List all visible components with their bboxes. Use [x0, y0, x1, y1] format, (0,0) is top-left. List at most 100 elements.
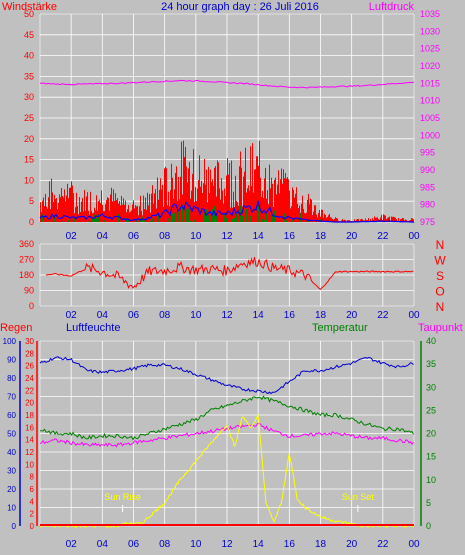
- rain-tick-label: 22: [25, 386, 34, 395]
- wind-tick-label: 50: [24, 9, 34, 19]
- x-tick-label: 20: [346, 539, 358, 550]
- humidity-tick-label: 50: [7, 430, 16, 439]
- humidity-tick-label: 10: [7, 504, 16, 513]
- pressure-tick-label: 1030: [420, 26, 440, 36]
- direction-tick-label: 90: [24, 286, 34, 296]
- rain-tick-label: 20: [25, 399, 34, 408]
- humidity-tick-label: 80: [7, 374, 16, 383]
- compass-label: O: [435, 285, 444, 299]
- x-tick-label: 22: [377, 310, 389, 321]
- x-tick-label: 06: [128, 310, 140, 321]
- rain-tick-label: 16: [25, 423, 34, 432]
- humidity-tick-label: 20: [7, 485, 16, 494]
- pressure-tick-label: 1010: [420, 96, 440, 106]
- x-tick-label: 12: [221, 310, 233, 321]
- x-tick-label: 04: [97, 310, 109, 321]
- x-tick-label: 00: [408, 310, 420, 321]
- regen-label: Regen: [0, 322, 32, 334]
- wind-tick-label: 35: [24, 71, 34, 81]
- direction-tick-label: 360: [19, 239, 34, 249]
- dewpoint-line: [39, 422, 414, 448]
- pressure-line: [39, 79, 415, 89]
- x-tick-label: 14: [253, 539, 265, 550]
- taupunkt-label: Taupunkt: [418, 322, 463, 334]
- x-tick-label: 08: [159, 231, 171, 242]
- rain-tick-label: 18: [25, 411, 34, 420]
- wind-tick-label: 30: [24, 92, 34, 102]
- humidity-tick-label: 40: [7, 448, 16, 457]
- wind-tick-label: 20: [24, 134, 34, 144]
- windstaerke-label: Windstärke: [2, 1, 57, 13]
- wind-tick-label: 25: [24, 113, 34, 123]
- pressure-tick-label: 995: [420, 148, 435, 158]
- temp-tick-label: 0: [426, 521, 431, 531]
- x-tick-label: 12: [221, 231, 233, 242]
- rain-tick-label: 12: [25, 448, 34, 457]
- humidity-tick-label: 90: [7, 356, 16, 365]
- wind-tick-label: 45: [24, 30, 34, 40]
- rain-tick-label: 4: [30, 497, 35, 506]
- wind-tick-label: 10: [24, 175, 34, 185]
- humidity-tick-label: 70: [7, 393, 16, 402]
- humidity-tick-label: 30: [7, 467, 16, 476]
- pressure-tick-label: 1025: [420, 44, 440, 54]
- temp-tick-label: 5: [426, 498, 431, 508]
- sunset-label: Sun Set: [342, 492, 375, 502]
- temp-tick-label: 15: [426, 452, 436, 462]
- temp-tick-label: 10: [426, 475, 436, 485]
- x-tick-label: 02: [66, 231, 78, 242]
- x-tick-label: 22: [377, 539, 389, 550]
- x-tick-label: 08: [159, 310, 171, 321]
- direction-tick-label: 270: [19, 255, 34, 265]
- x-tick-label: 08: [159, 539, 171, 550]
- temperature-line: [40, 395, 414, 441]
- direction-tick-label: 180: [19, 270, 34, 280]
- rain-tick-label: 26: [25, 362, 34, 371]
- x-tick-label: 18: [315, 310, 327, 321]
- rain-tick-label: 10: [25, 460, 34, 469]
- x-tick-label: 00: [408, 231, 420, 242]
- wind-tick-label: 5: [29, 196, 34, 206]
- temp-tick-label: 40: [426, 336, 436, 346]
- direction-line: [45, 257, 414, 290]
- rain-tick-label: 14: [25, 436, 34, 445]
- pressure-tick-label: 1035: [420, 9, 440, 19]
- x-tick-label: 18: [315, 231, 327, 242]
- rain-tick-label: 6: [30, 485, 35, 494]
- x-tick-label: 02: [66, 539, 78, 550]
- temp-tick-label: 20: [426, 429, 436, 439]
- humidity-tick-label: 0: [12, 522, 17, 531]
- sunrise-label: Sun Rise: [104, 492, 141, 502]
- luftdruck-label: Luftdruck: [369, 1, 415, 13]
- direction-tick-label: 0: [29, 301, 34, 311]
- pressure-tick-label: 1015: [420, 78, 440, 88]
- chart-title: 24 hour graph day : 26 Juli 2016: [161, 1, 319, 13]
- x-tick-label: 00: [408, 539, 420, 550]
- pressure-tick-label: 975: [420, 217, 435, 227]
- wind-tick-label: 40: [24, 51, 34, 61]
- luftfeuchte-label: Luftfeuchte: [66, 322, 120, 334]
- wind-tick-label: 15: [24, 155, 34, 165]
- x-tick-label: 10: [190, 310, 202, 321]
- humidity-tick-label: 60: [7, 411, 16, 420]
- x-tick-label: 02: [66, 310, 78, 321]
- humidity-tick-label: 100: [3, 337, 17, 346]
- rain-tick-label: 28: [25, 349, 34, 358]
- x-tick-label: 16: [284, 310, 296, 321]
- compass-label: S: [436, 269, 444, 283]
- rain-tick-label: 30: [25, 337, 34, 346]
- rain-tick-label: 24: [25, 374, 34, 383]
- x-tick-label: 06: [128, 539, 140, 550]
- x-tick-label: 10: [190, 539, 202, 550]
- x-tick-label: 22: [377, 231, 389, 242]
- pressure-tick-label: 990: [420, 165, 435, 175]
- pressure-tick-label: 985: [420, 182, 435, 192]
- pressure-tick-label: 1020: [420, 61, 440, 71]
- x-tick-label: 18: [315, 539, 327, 550]
- temperatur-label: Temperatur: [312, 322, 368, 334]
- pressure-tick-label: 1005: [420, 113, 440, 123]
- compass-label: W: [434, 254, 446, 268]
- temp-tick-label: 35: [426, 359, 436, 369]
